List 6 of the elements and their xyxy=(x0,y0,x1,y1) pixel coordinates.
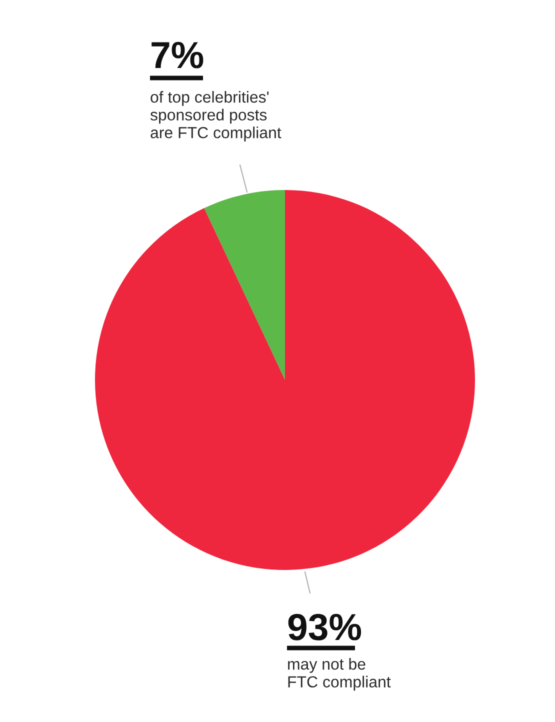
slice-label: may not be FTC compliant xyxy=(288,658,391,691)
data-label: 7% xyxy=(152,42,204,68)
slice-label: of top celebrities' sponsored posts are FTC compliant xyxy=(150,91,282,142)
pie-slice xyxy=(204,190,285,380)
data-label: 93% xyxy=(288,614,362,640)
pie-slice xyxy=(95,190,475,570)
